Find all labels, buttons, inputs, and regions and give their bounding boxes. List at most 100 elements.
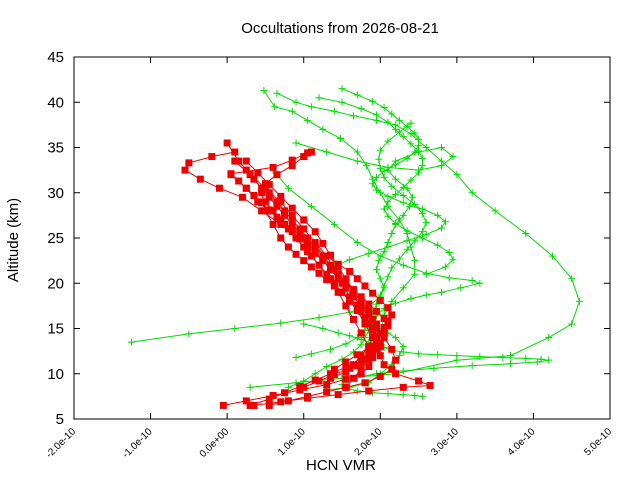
data-point	[353, 148, 361, 156]
data-point	[403, 184, 411, 192]
data-point	[284, 243, 292, 251]
data-point	[300, 153, 308, 161]
data-point	[353, 351, 361, 359]
data-point	[418, 205, 426, 213]
data-point	[522, 229, 530, 237]
data-point	[399, 133, 407, 141]
data-point	[357, 329, 365, 337]
data-point	[399, 348, 407, 356]
data-point	[434, 241, 442, 249]
data-point	[388, 110, 396, 118]
data-point	[277, 192, 285, 200]
data-point	[323, 252, 331, 260]
data-point	[273, 198, 281, 206]
data-point	[422, 230, 430, 238]
data-point	[300, 257, 308, 265]
data-point	[319, 252, 327, 260]
data-point	[376, 352, 384, 360]
data-point	[441, 263, 449, 271]
data-point	[334, 260, 342, 268]
data-point	[365, 306, 373, 314]
y-tick-label: 35	[47, 140, 64, 157]
data-point	[277, 234, 285, 242]
data-point	[438, 144, 446, 151]
data-point	[422, 291, 430, 299]
data-point	[273, 171, 281, 179]
data-point	[330, 220, 338, 228]
data-point	[307, 148, 315, 156]
data-point	[281, 207, 289, 215]
data-point	[238, 193, 246, 201]
y-tick-label: 10	[47, 366, 64, 383]
data-point	[288, 107, 296, 115]
data-point	[365, 352, 373, 360]
data-point	[399, 211, 407, 219]
y-tick-label: 40	[47, 94, 64, 111]
data-point	[376, 146, 384, 154]
data-point	[315, 94, 323, 102]
data-point	[457, 284, 465, 292]
data-point	[357, 365, 365, 373]
series-1-profile-line	[272, 169, 482, 388]
data-point	[311, 249, 319, 257]
data-point	[369, 97, 377, 105]
data-point	[284, 225, 292, 233]
data-point	[376, 329, 384, 337]
data-point	[342, 302, 350, 310]
data-point	[336, 134, 344, 142]
data-point	[392, 356, 400, 364]
data-point	[415, 350, 423, 358]
data-point	[369, 347, 377, 355]
data-point	[369, 180, 377, 188]
data-point	[269, 207, 277, 215]
data-point	[369, 315, 377, 323]
data-point	[242, 397, 250, 405]
data-point	[250, 401, 258, 409]
data-point	[357, 370, 365, 378]
data-point	[315, 377, 323, 385]
data-point	[319, 325, 327, 332]
data-point	[549, 252, 557, 260]
data-point	[403, 237, 411, 245]
data-point	[369, 326, 377, 334]
data-point	[506, 360, 514, 368]
data-point	[288, 162, 296, 170]
data-point	[372, 266, 380, 274]
data-point	[392, 334, 400, 342]
data-point	[445, 274, 453, 282]
data-point	[453, 352, 461, 360]
data-point	[372, 320, 380, 328]
data-point	[327, 374, 335, 382]
data-point	[384, 390, 392, 398]
data-point	[499, 353, 507, 361]
data-point	[411, 270, 419, 278]
data-point	[342, 368, 350, 376]
data-point	[418, 162, 426, 170]
data-point	[380, 173, 388, 181]
data-point	[372, 307, 380, 315]
data-point	[575, 297, 583, 305]
data-point	[388, 182, 396, 190]
data-point	[372, 186, 380, 194]
data-point	[307, 202, 315, 210]
data-point	[319, 125, 327, 133]
data-point	[361, 320, 369, 328]
data-point	[349, 288, 357, 296]
data-point	[304, 116, 312, 124]
data-point	[380, 167, 388, 175]
data-point	[296, 229, 304, 237]
data-point	[399, 367, 407, 375]
data-point	[288, 216, 296, 224]
data-point	[411, 257, 419, 265]
data-point	[468, 189, 476, 197]
data-point	[407, 176, 415, 184]
data-point	[407, 119, 415, 127]
data-point	[300, 243, 308, 251]
data-point	[181, 166, 189, 174]
data-point	[334, 275, 342, 283]
data-point	[380, 334, 388, 342]
data-point	[346, 295, 354, 303]
data-point	[288, 204, 296, 212]
data-point	[376, 275, 384, 283]
data-point	[353, 387, 361, 395]
